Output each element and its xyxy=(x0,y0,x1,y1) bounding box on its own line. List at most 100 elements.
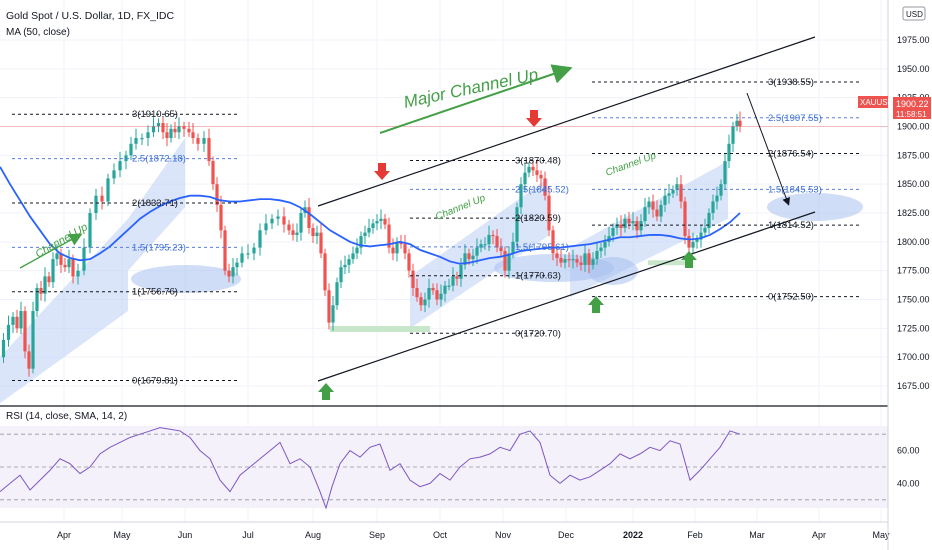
candle-body xyxy=(307,207,311,228)
candle-body xyxy=(47,276,51,283)
candle-body xyxy=(367,227,371,233)
candle-body xyxy=(647,201,651,208)
candle-body xyxy=(323,253,327,291)
sell-signal-arrow xyxy=(526,110,542,127)
candle-body xyxy=(483,244,487,246)
candle-body xyxy=(687,236,691,248)
candle-body xyxy=(371,223,375,228)
candle-body xyxy=(623,218,627,228)
candle-body xyxy=(619,224,623,228)
candle-body xyxy=(282,216,286,225)
candle-body xyxy=(451,276,455,286)
candle-body xyxy=(363,232,367,237)
candle-body xyxy=(211,161,215,185)
candle-body xyxy=(487,234,491,245)
candle-body xyxy=(599,247,603,252)
candle-body xyxy=(655,209,659,217)
rsi-line xyxy=(0,427,741,510)
candle-body xyxy=(583,253,587,265)
candle-body xyxy=(511,241,515,254)
candle-body xyxy=(6,324,11,340)
price-tick-label: 1875.00 xyxy=(897,150,930,160)
candle-body xyxy=(112,170,116,179)
candle-body xyxy=(39,287,43,294)
price-tick-label: 1825.00 xyxy=(897,208,930,218)
candle-body xyxy=(140,138,144,140)
candle-body xyxy=(695,239,699,242)
candle-body xyxy=(19,311,23,329)
candle-body xyxy=(276,216,280,219)
candle-body xyxy=(295,232,299,235)
candle-body xyxy=(43,276,47,294)
candle-body xyxy=(383,218,387,225)
candle-body xyxy=(738,120,742,127)
candle-body xyxy=(547,195,551,231)
candle-body xyxy=(711,201,715,213)
candle-body xyxy=(165,132,169,139)
fib-level-label: 3(1938.55) xyxy=(768,77,814,88)
fib-level-label: 1.5(1795.23) xyxy=(132,242,186,253)
candle-body xyxy=(443,285,447,294)
time-axis: Apr May Jun Jul Aug Sep Oct Nov Dec 2022 Feb Mar Apr… xyxy=(57,530,890,540)
price-badge-symbol: XAUUSD xyxy=(860,98,894,107)
channel-lower-line xyxy=(317,211,816,382)
candle-body xyxy=(563,259,567,263)
candle-body xyxy=(543,178,547,196)
fib-level-label: 2.5(1845.52) xyxy=(515,184,569,195)
price-tick-label: 1775.00 xyxy=(897,266,930,276)
candle-body xyxy=(355,247,359,254)
ma-indicator-label[interactable]: MA (50, close) xyxy=(6,27,70,38)
currency-badge[interactable]: USD xyxy=(902,6,926,21)
candle-body xyxy=(631,221,635,224)
chart-title: Gold Spot / U.S. Dollar, 1D, FX_IDC xyxy=(6,10,175,22)
candle-body xyxy=(559,257,563,263)
fib-level-label: 0(1720.70) xyxy=(515,328,561,339)
candle-body xyxy=(571,259,575,261)
candle-body xyxy=(31,311,35,369)
fib-level-label: 2.5(1872.18) xyxy=(132,154,186,165)
candle-body xyxy=(651,201,655,210)
candle-body xyxy=(270,218,274,224)
fib-level-label: 1.5(1845.53) xyxy=(768,184,822,195)
candle-body xyxy=(11,316,15,325)
price-tick-label: 1950.00 xyxy=(897,64,930,74)
candle-body xyxy=(671,189,675,194)
candle-body xyxy=(479,244,483,248)
month-tick-label: Jul xyxy=(242,530,254,540)
candle-body xyxy=(191,132,195,139)
candle-body xyxy=(555,253,559,258)
price-tick-label: 1750.00 xyxy=(897,295,930,305)
candle-body xyxy=(375,221,379,224)
candle-body xyxy=(535,170,539,175)
candle-body xyxy=(667,193,671,196)
candle-body xyxy=(134,138,138,144)
candle-body xyxy=(703,227,707,233)
month-tick-label: 2022 xyxy=(623,530,643,540)
candle-body xyxy=(1,339,6,358)
candle-body xyxy=(182,126,186,129)
support-zone xyxy=(131,265,241,293)
price-tick-label: 1850.00 xyxy=(897,179,930,189)
candle-body xyxy=(151,126,156,133)
channel-band xyxy=(128,138,185,271)
candle-body xyxy=(423,299,427,306)
candle-body xyxy=(415,287,419,298)
candle-body xyxy=(615,224,619,228)
candle-body xyxy=(463,253,467,265)
candle-body xyxy=(507,253,511,271)
candle-body xyxy=(287,224,291,231)
candles xyxy=(1,111,742,377)
candle-body xyxy=(419,297,423,306)
price-tick-label: 1975.00 xyxy=(897,35,930,45)
month-tick-label: May xyxy=(872,530,890,540)
candle-body xyxy=(627,218,631,224)
fib-levels: 3(1910.65) 2.5(1872.18) 2(1833.71) 1.5(1795… xyxy=(12,77,860,386)
candle-body xyxy=(169,128,173,139)
candle-body xyxy=(427,287,431,300)
fib-level-label: 3(1910.65) xyxy=(132,109,178,120)
candle-body xyxy=(100,195,104,202)
rsi-indicator-label[interactable]: RSI (14, close, SMA, 14, 2) xyxy=(6,411,128,422)
candle-body xyxy=(435,290,439,300)
candle-body xyxy=(675,184,679,190)
